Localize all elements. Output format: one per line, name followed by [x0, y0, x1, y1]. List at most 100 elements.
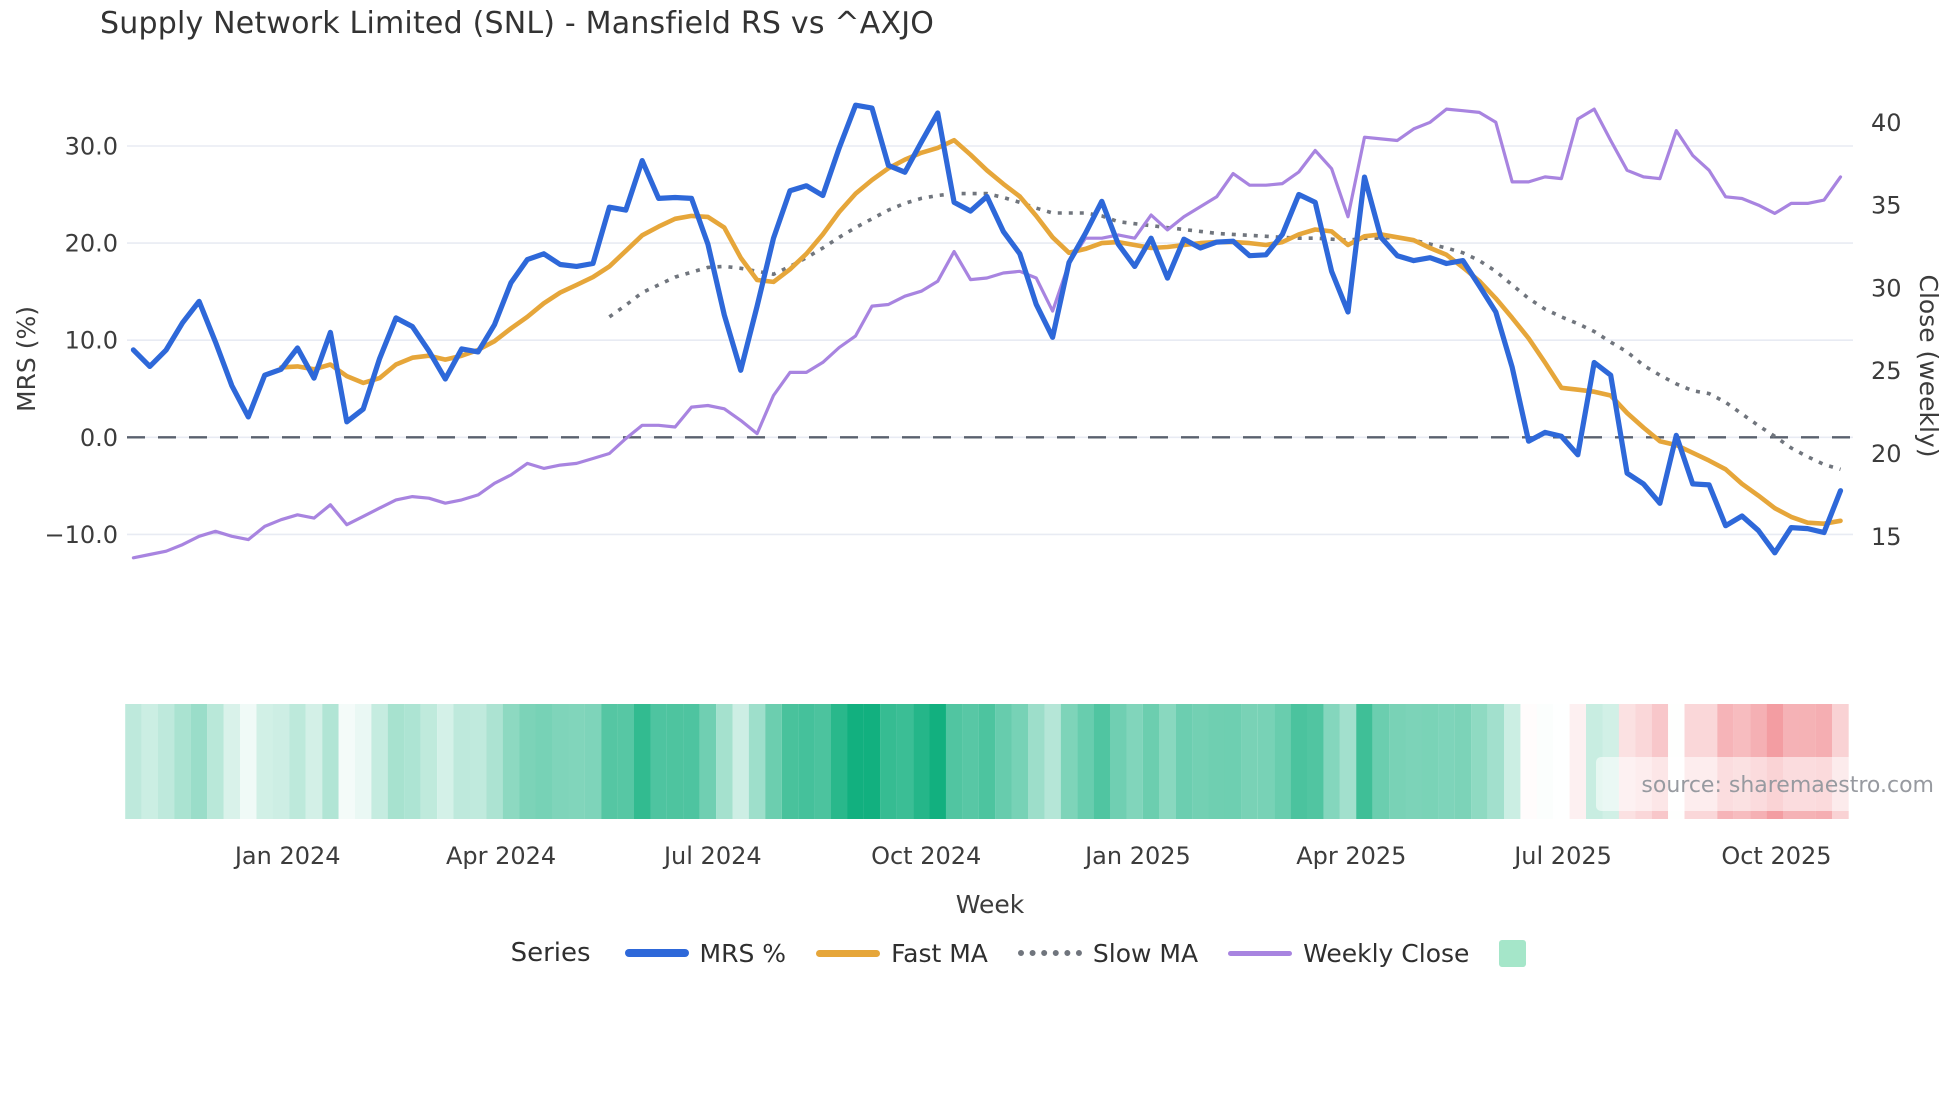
y-right-tick-label: 40 — [1871, 109, 1902, 137]
heatmap-cell — [1307, 704, 1324, 819]
slow-ma-dotted-swatch-icon — [1017, 950, 1082, 956]
legend-item-heatmap — [1499, 939, 1537, 967]
heatmap-cell — [1257, 704, 1275, 819]
legend-item-weekly-close: Weekly Close — [1228, 939, 1469, 968]
x-tick-label: Jan 2025 — [1083, 842, 1191, 870]
heatmap-cell — [1224, 704, 1242, 819]
heatmap-cell — [1389, 704, 1406, 819]
heatmap-cell — [420, 704, 438, 819]
mrs-line-swatch-icon — [624, 949, 689, 957]
heatmap-cell — [1044, 704, 1061, 819]
heatmap-cell — [502, 704, 520, 819]
heatmap-cell — [223, 704, 241, 819]
mrs-line — [130, 102, 1844, 556]
heatmap-cell — [1208, 704, 1225, 819]
heatmap-cell — [240, 704, 257, 819]
heatmap-cell — [1454, 704, 1472, 819]
heatmap-cell — [125, 704, 142, 819]
y-left-tick-label: 20.0 — [65, 230, 118, 258]
heatmap-cell — [453, 704, 470, 819]
heatmap-cell — [732, 704, 749, 819]
legend-item-label: Fast MA — [891, 938, 988, 968]
heatmap-cell — [1241, 704, 1258, 819]
legend-item-label: Weekly Close — [1303, 938, 1470, 968]
heatmap-cell — [469, 704, 487, 819]
heatmap-cell — [650, 704, 667, 819]
heatmap-cell — [486, 704, 503, 819]
heatmap-cell — [1011, 704, 1028, 819]
x-tick-label: Jan 2024 — [233, 842, 341, 870]
y-left-tick-label: 10.0 — [65, 327, 118, 355]
heatmap-cell — [322, 704, 339, 819]
heatmap-cell — [699, 704, 717, 819]
heatmap-cell — [798, 704, 815, 819]
heatmap-cell — [601, 704, 618, 819]
heatmap-cell — [552, 704, 569, 819]
heatmap-cell — [978, 704, 996, 819]
x-tick-labels: Jan 2024 Apr 2024 Jul 2024 Oct 2024 Jan … — [233, 842, 1832, 870]
heatmap-cell — [1077, 704, 1094, 819]
heatmap-cell — [748, 704, 766, 819]
heatmap-cell — [814, 704, 832, 819]
heatmap-cell — [535, 704, 552, 819]
heatmap-cell — [1339, 704, 1357, 819]
heatmap-cell — [765, 704, 782, 819]
heatmap-cell — [666, 704, 684, 819]
heatmap-cell — [141, 704, 159, 819]
heatmap-cell — [1372, 704, 1390, 819]
legend-item-label: MRS % — [699, 938, 787, 968]
chart-title: Supply Network Limited (SNL) - Mansfield… — [100, 6, 935, 41]
heatmap-cell — [207, 704, 224, 819]
heatmap-cell — [1142, 704, 1160, 819]
heatmap-cell — [272, 704, 290, 819]
heatmap-cell — [1405, 704, 1422, 819]
heatmap-cell — [1093, 704, 1111, 819]
heatmap-cell — [945, 704, 963, 819]
heatmap-cell — [338, 704, 356, 819]
y-right-tick-label: 35 — [1871, 192, 1902, 220]
heatmap-cell — [256, 704, 273, 819]
heatmap-cell — [634, 704, 651, 819]
heatmap-cell — [289, 704, 306, 819]
heatmap-cell — [929, 704, 946, 819]
fast-ma-line — [278, 137, 1843, 526]
weekly-close-line — [131, 107, 1843, 560]
legend-item-mrs: MRS % — [624, 938, 787, 968]
heatmap-cell — [519, 704, 536, 819]
x-tick-label: Oct 2025 — [1721, 842, 1831, 870]
heatmap-cell — [190, 704, 208, 819]
heatmap-cell — [158, 704, 175, 819]
heatmap-cell — [437, 704, 454, 819]
y-right-tick-label: 15 — [1871, 523, 1902, 551]
heatmap-cell — [1274, 704, 1291, 819]
heatmap-cell — [1504, 704, 1521, 819]
heatmap-cell — [1356, 704, 1373, 819]
heatmap-cell — [1471, 704, 1488, 819]
legend-item-slow-ma: Slow MA — [1017, 938, 1199, 968]
y-right-tick-label: 20 — [1871, 440, 1902, 468]
heatmap-cell — [831, 704, 848, 819]
heatmap-cell — [371, 704, 388, 819]
y-left-tick-labels: 30.0 20.0 10.0 0.0 −10.0 — [44, 133, 118, 549]
slow-ma-line — [608, 191, 1842, 472]
legend: Series MRS % Fast MA Slow MA Weekly Clos… — [44, 938, 1960, 968]
heatmap-cell — [355, 704, 372, 819]
heatmap-cell — [1159, 704, 1176, 819]
heatmap-cell — [1060, 704, 1078, 819]
weekly-close-line-swatch-icon — [1228, 950, 1293, 956]
heatmap-cell — [847, 704, 864, 819]
heatmap-cell — [1487, 704, 1505, 819]
heatmap-cell — [896, 704, 914, 819]
fast-ma-line-swatch-icon — [816, 949, 881, 957]
x-tick-label: Jul 2024 — [662, 842, 762, 870]
heatmap-cell — [1192, 704, 1209, 819]
heatmap-cell — [1126, 704, 1143, 819]
legend-item-label: Slow MA — [1092, 938, 1199, 968]
heatmap-cell — [995, 704, 1012, 819]
heatmap-strip — [125, 704, 1849, 819]
watermark-text: source: sharemaestro.com — [1641, 773, 1934, 798]
heatmap-cell — [1175, 704, 1193, 819]
heatmap-cell — [305, 704, 323, 819]
